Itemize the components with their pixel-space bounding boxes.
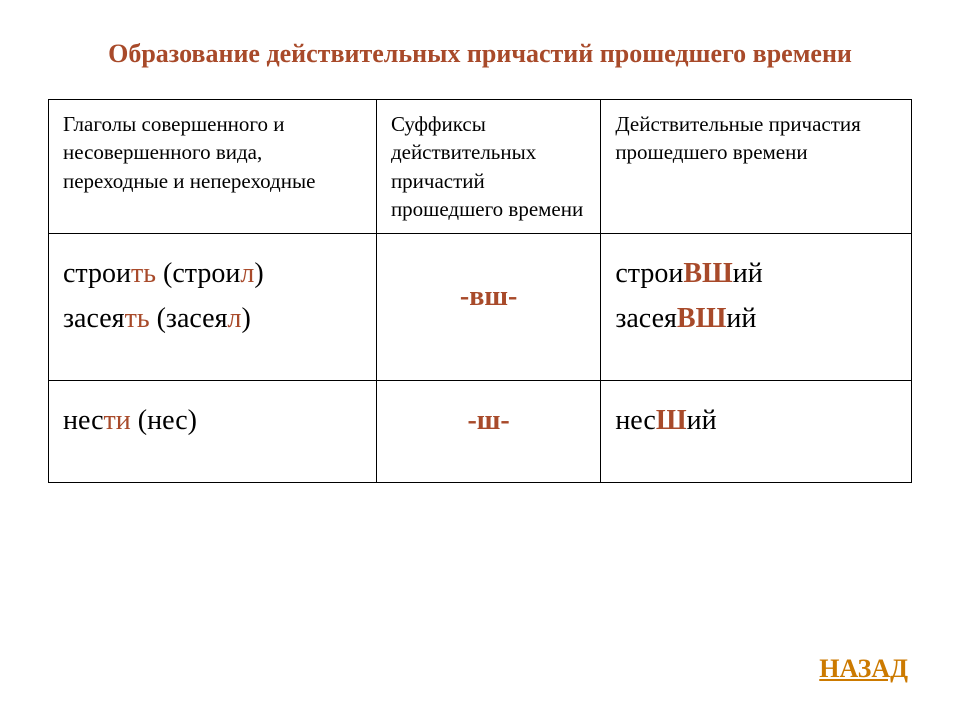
- paren-close: ): [188, 405, 197, 436]
- page-title: Образование действительных причастий про…: [48, 36, 912, 71]
- part-ending: ий: [726, 303, 756, 334]
- verb-past-ending: л: [240, 258, 254, 289]
- cell-participle-2: несШий: [601, 381, 912, 483]
- verb-ending: ть: [131, 258, 156, 289]
- part-ending: ий: [687, 405, 717, 436]
- part-prefix: засея: [615, 303, 677, 334]
- header-col1: Глаголы совершенного и несовершенного ви…: [49, 100, 377, 234]
- table-header-row: Глаголы совершенного и несовершенного ви…: [49, 100, 912, 234]
- part-prefix: строи: [615, 258, 683, 289]
- part-ending: ий: [733, 258, 763, 289]
- cell-participle-1: строиВШий засеяВШий: [601, 234, 912, 381]
- part-suffix: ВШ: [677, 303, 726, 334]
- paren-open: (: [157, 303, 166, 334]
- verb-stem: нес: [63, 405, 104, 436]
- verb-past-stem: строи: [172, 258, 240, 289]
- part-prefix: нес: [615, 405, 656, 436]
- cell-suffix-1: -вш-: [376, 234, 600, 381]
- verb-ending: ти: [104, 405, 131, 436]
- verb-past-stem: нес: [147, 405, 188, 436]
- paren-close: ): [254, 258, 263, 289]
- part-suffix: ВШ: [683, 258, 732, 289]
- cell-verbs-2: нести (нес): [49, 381, 377, 483]
- cell-suffix-2: -ш-: [376, 381, 600, 483]
- verb-ending: ть: [125, 303, 150, 334]
- verb-past-stem: засея: [166, 303, 228, 334]
- part-suffix: Ш: [656, 405, 687, 436]
- cell-verbs-1: строить (строил) засеять (засеял): [49, 234, 377, 381]
- paren-close: ): [241, 303, 250, 334]
- table-row: строить (строил) засеять (засеял) -вш- с…: [49, 234, 912, 381]
- header-col3: Действительные причастия прошедшего врем…: [601, 100, 912, 234]
- verb-past-ending: л: [228, 303, 242, 334]
- table-row: нести (нес) -ш- несШий: [49, 381, 912, 483]
- back-link[interactable]: НАЗАД: [819, 654, 908, 684]
- verb-stem: строи: [63, 258, 131, 289]
- verb-stem: засея: [63, 303, 125, 334]
- header-col2: Суффиксы действительных причастий прошед…: [376, 100, 600, 234]
- grammar-table: Глаголы совершенного и несовершенного ви…: [48, 99, 912, 483]
- slide: Образование действительных причастий про…: [0, 0, 960, 720]
- paren-open: (: [138, 405, 147, 436]
- paren-open: (: [163, 258, 172, 289]
